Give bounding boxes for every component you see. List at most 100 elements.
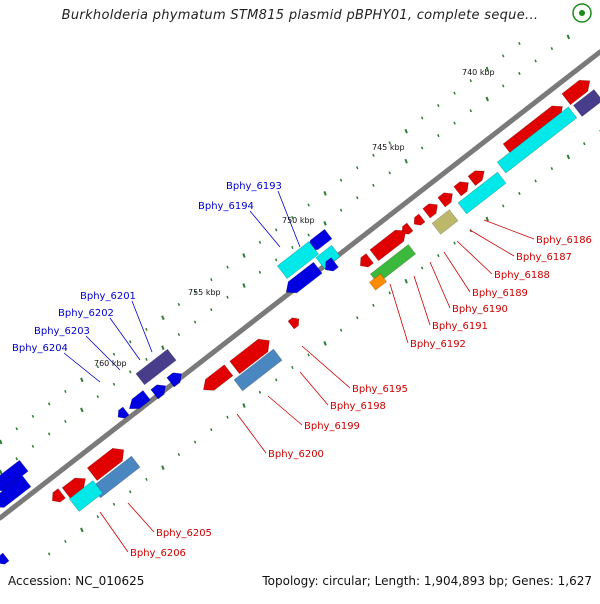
gene-feature: [437, 192, 453, 208]
guide-tick: [323, 341, 327, 346]
gene-feature: [86, 447, 125, 482]
gene-label-bphy_6202: Bphy_6202: [58, 308, 114, 319]
leader-line: [131, 300, 153, 353]
guide-tick: [242, 253, 246, 258]
label-leader-lines: [63, 190, 535, 553]
guide-tick: [420, 266, 424, 270]
leader-line: [469, 229, 515, 257]
scale-ticks: 740 kbp 745 kbp 750 kbp 755 kbp 760 kbp: [94, 68, 495, 368]
gene-feature: [68, 480, 104, 512]
gene-feature: [431, 209, 459, 235]
guide-tick: [502, 54, 505, 58]
guide-tick: [339, 328, 343, 332]
guide-tick: [47, 402, 51, 406]
gene-feature: [128, 390, 151, 410]
gene-feature: [166, 372, 182, 388]
guide-tick: [112, 352, 116, 356]
leader-line: [443, 251, 471, 293]
guide-tick: [437, 104, 440, 108]
leader-line: [277, 190, 301, 248]
guide-tick: [356, 316, 359, 320]
guide-tick: [437, 254, 440, 258]
gene-feature: [0, 459, 29, 492]
guide-tick: [64, 539, 67, 544]
guide-tick: [226, 265, 229, 269]
gene-feature: [117, 406, 130, 419]
guide-tick: [485, 66, 489, 72]
guide-tick: [420, 146, 424, 150]
guide-tick: [323, 191, 327, 196]
leader-line: [413, 275, 431, 326]
guide-tick: [177, 302, 181, 307]
gene-feature: [229, 338, 270, 375]
guide-tick: [210, 308, 213, 312]
guide-tick: [193, 440, 197, 444]
gene-label-bphy_6203: Bphy_6203: [34, 326, 90, 337]
gene-feature: [453, 181, 469, 197]
guide-tick: [15, 457, 18, 461]
guide-tick: [145, 327, 148, 331]
guide-tick: [323, 221, 327, 226]
guide-tick: [210, 278, 213, 282]
guide-tick: [388, 291, 391, 295]
guide-tick: [47, 552, 51, 556]
guide-tick: [242, 283, 246, 288]
guide-tick: [193, 320, 197, 324]
gene-label-bphy_6194: Bphy_6194: [198, 201, 254, 212]
gene-feature: [61, 477, 86, 500]
gene-feature: [315, 244, 341, 270]
gene-label-bphy_6205: Bphy_6205: [156, 528, 212, 539]
guide-tick: [307, 353, 310, 357]
gene-feature: [561, 79, 591, 106]
guide-tick: [291, 215, 294, 219]
guide-tick: [339, 178, 343, 182]
leader-line: [301, 345, 351, 389]
scale-tick-label: 755 kbp: [188, 288, 221, 297]
gene-label-bphy_6191: Bphy_6191: [432, 321, 488, 332]
guide-tick: [145, 477, 148, 481]
guide-tick: [258, 390, 262, 394]
guide-tick: [404, 128, 408, 134]
guide-tick: [0, 469, 3, 475]
leader-line: [249, 210, 281, 248]
guide-tick: [550, 47, 554, 51]
guide-tick: [420, 116, 424, 120]
dotted-guide-tracks: [0, 34, 600, 556]
guide-tick: [502, 204, 505, 208]
guide-tick: [372, 303, 375, 307]
gene-label-bphy_6188: Bphy_6188: [494, 270, 550, 281]
gene-feature: [51, 488, 66, 503]
guide-tick: [307, 233, 310, 237]
leader-line: [109, 317, 141, 361]
leader-line: [429, 261, 451, 309]
topology-summary-text: Topology: circular; Length: 1,904,893 bp…: [262, 574, 592, 588]
gene-feature: [496, 106, 578, 174]
scale-tick-label: 740 kbp: [462, 68, 495, 77]
leader-line: [299, 371, 329, 406]
guide-tick: [566, 154, 571, 160]
guide-tick: [80, 377, 84, 383]
guide-tick: [258, 270, 262, 274]
guide-tick: [177, 452, 181, 457]
guide-tick: [242, 403, 246, 408]
gene-label-bphy_6190: Bphy_6190: [452, 304, 508, 315]
gene-label-bphy_6200: Bphy_6200: [268, 449, 324, 460]
guide-tick: [210, 428, 213, 432]
guide-tick: [291, 245, 294, 249]
guide-tick: [356, 166, 359, 170]
gene-label-bphy_6195: Bphy_6195: [352, 384, 408, 395]
guide-tick: [0, 439, 3, 445]
accession-text: Accession: NC_010625: [8, 574, 145, 588]
guide-tick: [31, 414, 35, 418]
guide-tick: [226, 415, 229, 419]
gene-label-bphy_6199: Bphy_6199: [304, 421, 360, 432]
guide-tick: [404, 158, 408, 164]
gene-feature: [413, 213, 426, 226]
guide-tick: [502, 84, 505, 88]
gene-feature: [203, 364, 234, 391]
zoom-circle-icon[interactable]: [571, 2, 593, 24]
guide-tick: [193, 290, 197, 294]
guide-tick: [274, 228, 278, 232]
scale-tick-label: 745 kbp: [372, 143, 405, 152]
